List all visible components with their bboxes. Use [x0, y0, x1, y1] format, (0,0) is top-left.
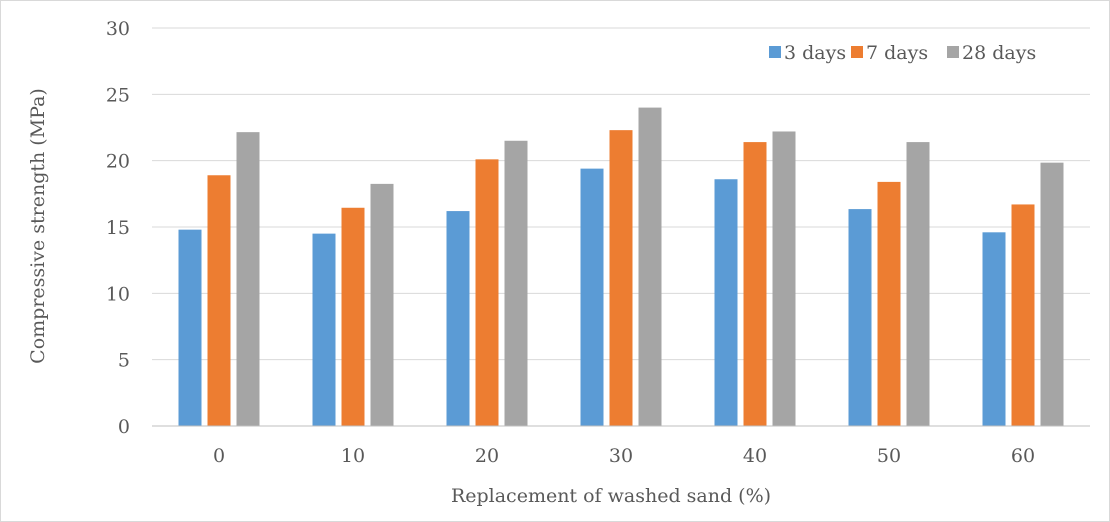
bar-3-days-50	[848, 209, 872, 426]
bar-28-days-20	[504, 140, 528, 426]
bar-28-days-60	[1040, 162, 1064, 426]
y-tick-label: 25	[106, 84, 130, 106]
bar-28-days-0	[236, 132, 260, 427]
bar-7-days-10	[341, 207, 365, 426]
bar-7-days-40	[743, 142, 767, 427]
legend-swatch	[851, 46, 863, 58]
bar-28-days-30	[638, 107, 662, 426]
bar-28-days-40	[772, 131, 796, 427]
legend-swatch	[947, 46, 959, 58]
y-tick-label: 0	[118, 416, 130, 438]
bar-3-days-20	[446, 211, 470, 426]
x-tick-label: 20	[475, 445, 499, 467]
bar-28-days-50	[906, 142, 930, 427]
bar-7-days-30	[609, 130, 633, 427]
bar-28-days-10	[370, 183, 394, 426]
x-tick-label: 40	[743, 445, 767, 467]
x-tick-label: 0	[213, 445, 225, 467]
legend-swatch	[769, 46, 781, 58]
x-tick-label: 50	[877, 445, 901, 467]
bar-series-group	[178, 107, 1064, 427]
y-tick-label: 10	[106, 283, 130, 305]
x-tick-label: 10	[341, 445, 365, 467]
bar-7-days-60	[1011, 204, 1035, 426]
legend-label: 7 days	[866, 42, 928, 64]
legend-label: 3 days	[784, 42, 846, 64]
y-axis-tick-labels: 0 5 10 15 20 25 30	[106, 18, 130, 438]
bar-7-days-20	[475, 159, 499, 426]
x-tick-label: 30	[609, 445, 633, 467]
legend-label: 28 days	[962, 42, 1036, 64]
y-tick-label: 20	[106, 151, 130, 173]
gridlines	[152, 27, 1090, 361]
legend: 3 days 7 days 28 days	[769, 42, 1036, 64]
x-axis-tick-labels: 0 10 20 30 40 50 60	[213, 445, 1035, 467]
x-tick-label: 60	[1011, 445, 1035, 467]
y-axis-title: Compressive strength (MPa)	[27, 88, 49, 364]
bar-3-days-0	[178, 229, 202, 426]
bar-7-days-0	[207, 175, 231, 426]
y-tick-label: 30	[106, 18, 130, 40]
bar-3-days-40	[714, 179, 738, 426]
x-axis-title: Replacement of washed sand (%)	[451, 485, 771, 507]
y-tick-label: 5	[118, 350, 130, 372]
bar-3-days-60	[982, 232, 1006, 426]
y-tick-label: 15	[106, 217, 130, 239]
bar-3-days-10	[312, 233, 336, 426]
bar-7-days-50	[877, 181, 901, 426]
bar-3-days-30	[580, 168, 604, 427]
